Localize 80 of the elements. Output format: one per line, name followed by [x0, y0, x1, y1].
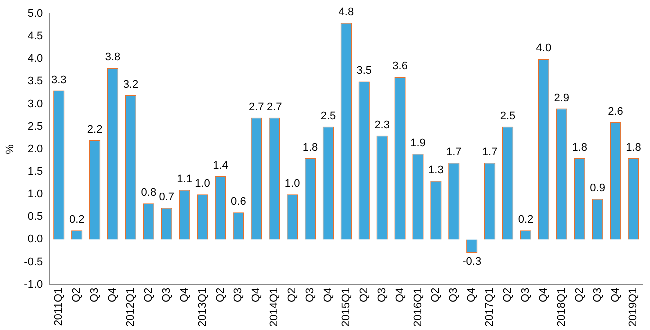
y-tick-label: 5.0: [28, 8, 44, 20]
data-label: 1.9: [410, 137, 426, 150]
x-tick-label: 2017Q1: [484, 288, 496, 328]
data-label: 1.8: [572, 142, 588, 154]
data-label: 0.7: [159, 192, 175, 204]
x-tick-label: Q2: [502, 288, 514, 303]
x-tick-label: Q4: [538, 288, 550, 303]
x-tick-label: 2014Q1: [268, 288, 281, 328]
data-label: 0.2: [518, 214, 534, 226]
x-tick-label: Q2: [214, 288, 227, 303]
y-axis-title: %: [4, 144, 17, 154]
x-tick-label: Q3: [304, 288, 317, 303]
x-tick-label: Q4: [610, 288, 622, 303]
x-tick-label: 2015Q1: [340, 288, 352, 328]
x-tick-label: Q2: [71, 288, 84, 303]
y-tick-label: 4.5: [28, 30, 44, 43]
x-tick-label: Q3: [376, 288, 388, 303]
data-label: 3.6: [392, 60, 408, 73]
data-label: 1.4: [213, 160, 228, 172]
x-tick-label: Q2: [358, 288, 370, 303]
data-label: 0.8: [141, 187, 157, 200]
data-label: 2.5: [320, 110, 336, 122]
y-tick-label: 0.5: [28, 211, 44, 224]
x-tick-label: Q4: [250, 288, 263, 303]
data-label: 1.8: [626, 142, 642, 154]
y-tick-label: 0.0: [28, 234, 44, 246]
data-label: 1.1: [177, 174, 192, 186]
data-label: 1.0: [284, 178, 300, 190]
x-tick-label: 2016Q1: [412, 288, 424, 328]
data-label: 1.3: [428, 164, 444, 177]
data-label: 2.7: [248, 101, 264, 114]
data-label: 2.5: [500, 110, 516, 122]
x-tick-label: Q3: [89, 288, 102, 303]
data-label: 2.3: [374, 119, 390, 132]
x-tick-label: 2018Q1: [556, 288, 568, 328]
x-tick-label: 2011Q1: [53, 288, 66, 326]
data-label: 0.9: [590, 182, 606, 195]
y-tick-label: 4.0: [28, 53, 44, 66]
data-label: 2.7: [266, 101, 282, 114]
x-tick-label: Q3: [160, 288, 173, 303]
x-tick-label: Q3: [448, 288, 460, 303]
y-tick-label: 2.0: [28, 143, 44, 156]
y-tick-label: 2.5: [28, 120, 44, 133]
x-tick-label: Q4: [466, 288, 478, 303]
data-label: 2.6: [608, 106, 624, 118]
data-label: 2.9: [554, 92, 570, 104]
y-tick-label: -0.5: [24, 256, 44, 268]
y-tick-label: 3.5: [28, 76, 44, 88]
x-tick-label: Q2: [286, 288, 299, 303]
data-label: 0.2: [69, 214, 85, 226]
y-tick-label: 1.0: [28, 188, 44, 201]
data-label: 1.7: [482, 146, 498, 158]
x-tick-label: Q3: [592, 288, 604, 303]
x-tick-label: Q2: [430, 288, 442, 303]
x-tick-label: Q4: [394, 288, 406, 303]
data-label: 1.0: [195, 178, 210, 190]
x-tick-label: 2013Q1: [196, 288, 209, 328]
x-tick-label: Q2: [574, 288, 586, 303]
x-tick-label: Q2: [142, 288, 155, 303]
data-label: 1.7: [446, 146, 462, 158]
x-tick-label: 2012Q1: [124, 288, 137, 328]
data-label: 1.8: [302, 142, 318, 154]
data-label: 4.0: [536, 42, 552, 55]
x-tick-label: Q4: [322, 288, 334, 303]
x-tick-label: 2019Q1: [628, 288, 640, 328]
x-tick-label: Q3: [232, 288, 245, 303]
y-tick-label: 3.0: [28, 98, 44, 110]
data-label: 0.6: [231, 196, 246, 208]
data-label: 3.2: [123, 78, 139, 91]
data-label: 3.3: [51, 74, 67, 86]
x-tick-label: Q4: [178, 288, 191, 303]
x-tick-label: Q4: [107, 288, 120, 303]
data-label: -0.3: [462, 256, 482, 268]
data-label: 3.5: [356, 65, 372, 78]
x-tick-label: Q3: [520, 288, 532, 303]
y-tick-label: -1.0: [24, 278, 44, 291]
data-label: 2.2: [87, 124, 103, 136]
data-label: 3.8: [105, 52, 121, 64]
y-tick-label: 1.5: [28, 166, 44, 178]
data-label: 4.8: [338, 6, 354, 19]
